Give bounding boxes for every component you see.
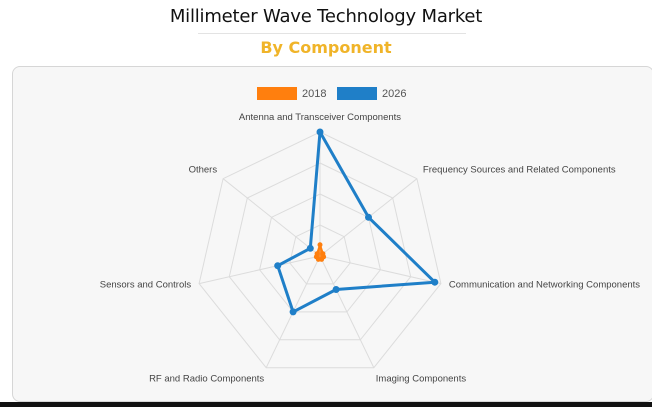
spoke-6 [198, 255, 321, 285]
point-2026-4[interactable] [332, 286, 340, 293]
point-2018-1[interactable] [317, 242, 323, 248]
axis-labels: Antenna and Transceiver Components Freque… [100, 112, 641, 385]
point-2026-5[interactable] [289, 308, 297, 316]
spoke-7 [222, 178, 321, 257]
chart-card [12, 66, 652, 402]
grid-ring-4 [198, 131, 442, 369]
legend-swatch-2018[interactable] [257, 87, 297, 100]
legend: 2018 2026 [257, 87, 406, 100]
title-divider [198, 33, 466, 34]
grid-ring-1 [289, 224, 351, 285]
grid-ring-2 [259, 193, 381, 313]
axis-label-4: Imaging Components [376, 374, 467, 385]
point-2026-7[interactable] [306, 244, 314, 252]
point-2018-7[interactable] [314, 251, 320, 257]
legend-label-2026[interactable]: 2026 [382, 88, 406, 100]
axis-label-5: RF and Radio Components [149, 374, 264, 385]
point-2026-6[interactable] [274, 262, 282, 270]
bottom-bar [0, 402, 652, 407]
grid-ring-3 [228, 162, 412, 341]
radar-grid [198, 131, 442, 369]
spoke-3 [319, 255, 442, 285]
chart-subtitle: By Component [260, 38, 392, 57]
series-line-2026 [276, 130, 437, 314]
axis-label-1: Antenna and Transceiver Components [239, 112, 401, 123]
legend-swatch-2026[interactable] [337, 87, 377, 100]
point-2026-2[interactable] [365, 213, 372, 221]
chart-title: Millimeter Wave Technology Market [169, 6, 483, 27]
axis-label-2: Frequency Sources and Related Components [423, 165, 616, 176]
spoke-4 [319, 255, 375, 368]
legend-label-2018[interactable]: 2018 [302, 88, 326, 100]
radar-series [274, 128, 439, 316]
point-2026-3[interactable] [431, 278, 439, 286]
axis-label-3: Communication and Networking Components [449, 280, 640, 291]
axis-label-7: Others [189, 165, 218, 176]
axis-label-6: Sensors and Controls [100, 280, 192, 291]
point-2026-1[interactable] [316, 128, 324, 136]
